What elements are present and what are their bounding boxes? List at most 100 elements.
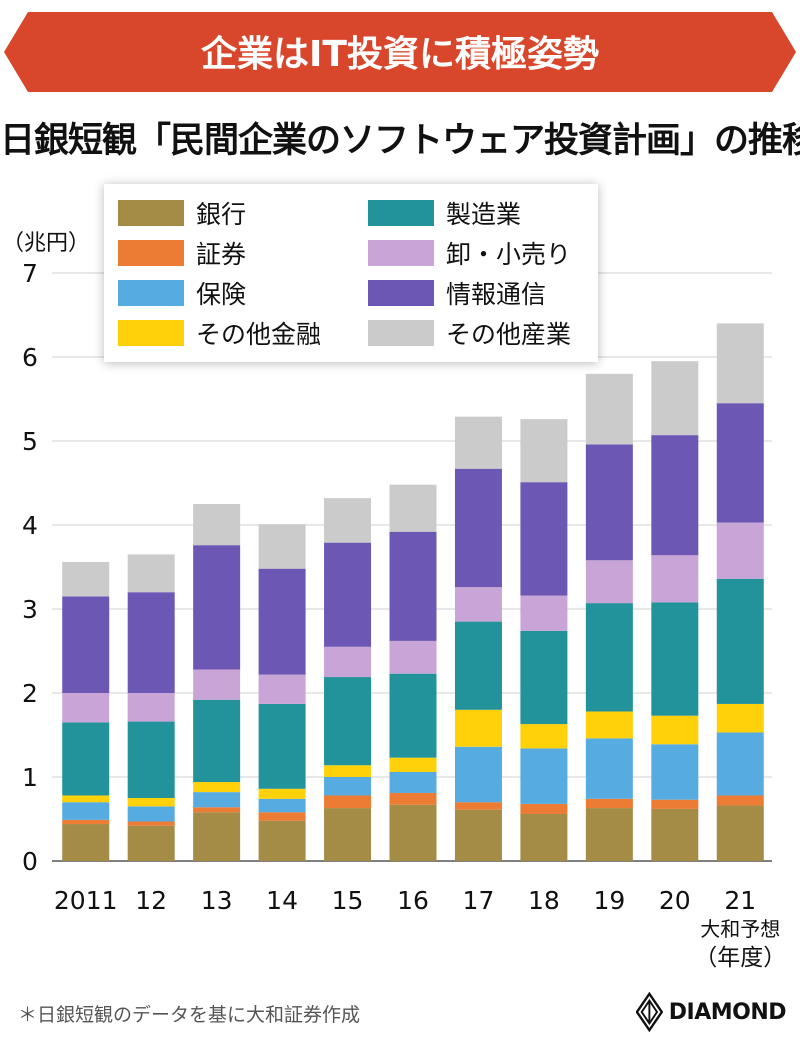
bar-segment xyxy=(62,802,110,820)
bar-segment xyxy=(585,711,633,739)
bar-segment xyxy=(258,674,306,704)
y-tick-label: 7 xyxy=(22,259,38,288)
bar-segment xyxy=(62,722,110,796)
bar-segment xyxy=(324,542,372,647)
banner-title: 企業はIT投資に積極姿勢 xyxy=(201,33,599,75)
legend-label: 情報通信 xyxy=(446,280,547,309)
legend-item: 卸・小売り xyxy=(368,236,571,270)
bar-segment xyxy=(454,468,502,588)
bar-segment xyxy=(62,596,110,693)
legend-item: 保険 xyxy=(118,276,246,310)
legend-item: 製造業 xyxy=(368,196,521,230)
bar-segment xyxy=(193,545,241,670)
bar-segment xyxy=(389,673,437,758)
bar-segment xyxy=(651,555,699,603)
legend-label: その他産業 xyxy=(446,320,572,349)
brand-name: DIAMOND xyxy=(668,999,787,1025)
legend-swatch xyxy=(118,200,184,226)
bar-segment xyxy=(62,824,110,861)
y-tick-label: 2 xyxy=(22,679,38,708)
bar-segment xyxy=(454,587,502,622)
bar-segment xyxy=(389,484,437,532)
y-tick-label: 3 xyxy=(22,595,38,624)
x-tick-label: 12 xyxy=(135,886,167,915)
legend-label: 証券 xyxy=(196,240,247,269)
x-tick-label: 2011 xyxy=(54,886,118,915)
bar-segment xyxy=(585,603,633,712)
bar-segment xyxy=(127,806,175,822)
bar-stack xyxy=(193,504,241,861)
legend-swatch xyxy=(118,320,184,346)
bar-segment xyxy=(585,560,633,604)
bar-segment xyxy=(193,669,241,700)
x-tick-label: 19 xyxy=(593,886,625,915)
bar-segment xyxy=(127,554,175,593)
bar-segment xyxy=(193,504,241,546)
bar-segment xyxy=(389,804,437,861)
x-tick-labels: 2011 12 13 14 15 16 17 18 19 20 21 xyxy=(54,886,756,915)
bar-segment xyxy=(193,782,241,793)
bar-segment xyxy=(62,561,110,597)
bar-segment xyxy=(651,715,699,745)
bar-segment xyxy=(454,809,502,861)
bar-segment xyxy=(258,524,306,569)
bar-segment xyxy=(585,373,633,445)
bar-segment xyxy=(258,568,306,675)
bar-segment xyxy=(127,592,175,693)
bar-segment xyxy=(520,595,568,631)
bar-segment xyxy=(258,798,306,813)
bar-segment xyxy=(389,771,437,793)
bar-segment xyxy=(62,819,110,825)
bar-segment xyxy=(324,765,372,777)
y-axis-unit: （兆円） xyxy=(2,231,90,256)
legend-label: その他金融 xyxy=(196,320,322,349)
x-tick-label: 14 xyxy=(266,886,298,915)
bar-segment xyxy=(324,677,372,766)
bar-segment xyxy=(258,703,306,789)
y-tick-label: 1 xyxy=(22,763,38,792)
legend-swatch xyxy=(368,240,434,266)
x-tick-label: 18 xyxy=(528,886,560,915)
bar-segment xyxy=(127,825,175,861)
y-tick-label: 4 xyxy=(22,511,38,540)
bar-segment xyxy=(520,748,568,804)
bar-segment xyxy=(389,640,437,674)
bar-segment xyxy=(651,435,699,556)
bar-segment xyxy=(520,419,568,483)
bar-segment xyxy=(127,821,175,826)
x-tick-label: 16 xyxy=(397,886,429,915)
x-tick-label: 17 xyxy=(463,886,495,915)
legend-swatch xyxy=(118,240,184,266)
bar-segment xyxy=(62,795,110,803)
legend-item: その他産業 xyxy=(368,316,571,350)
bar-segment xyxy=(62,693,110,723)
bar-segment xyxy=(454,802,502,810)
x-tick-label: 21 xyxy=(724,886,756,915)
brand-logo: DIAMOND xyxy=(636,990,787,1034)
bar-segment xyxy=(324,498,372,543)
bar-segment xyxy=(193,699,241,783)
bar-segment xyxy=(585,798,633,809)
bar-segment xyxy=(716,795,764,806)
bar-stack xyxy=(127,554,175,861)
bar-segment xyxy=(454,709,502,747)
bar-segment xyxy=(127,721,175,798)
legend-swatch xyxy=(118,280,184,306)
legend-label: 保険 xyxy=(196,280,247,309)
bar-segment xyxy=(454,746,502,803)
legend-item: 証券 xyxy=(118,236,246,270)
bar-segment xyxy=(651,799,699,809)
bar-segment xyxy=(585,808,633,861)
bar-segment xyxy=(520,630,568,725)
legend: 銀行 証券 保険 その他金融 製造業 卸・小売り 情報通信 その他産業 xyxy=(104,184,598,362)
y-tick-label: 0 xyxy=(22,847,38,876)
bar-segment xyxy=(585,444,633,561)
bar-segment xyxy=(324,777,372,796)
bar-segment xyxy=(520,813,568,861)
bar-segment xyxy=(716,323,764,404)
y-tick-label: 5 xyxy=(22,427,38,456)
bar-segment xyxy=(193,792,241,808)
bar-stack xyxy=(520,419,568,861)
bar-segment xyxy=(258,788,306,799)
bar-stack xyxy=(651,361,699,861)
